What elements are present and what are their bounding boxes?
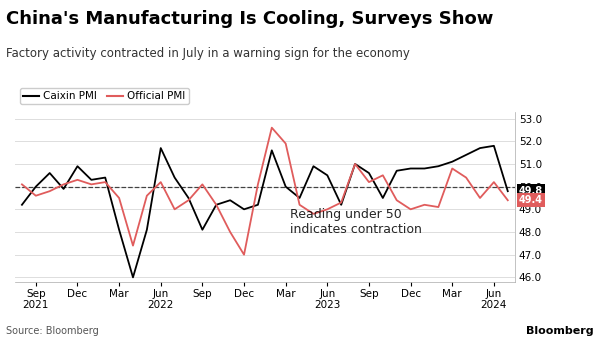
- Text: China's Manufacturing Is Cooling, Surveys Show: China's Manufacturing Is Cooling, Survey…: [6, 10, 493, 28]
- Text: Factory activity contracted in July in a warning sign for the economy: Factory activity contracted in July in a…: [6, 47, 410, 60]
- Text: Source: Bloomberg: Source: Bloomberg: [6, 326, 99, 336]
- Text: 49.8: 49.8: [519, 186, 543, 196]
- Text: 49.4: 49.4: [519, 195, 543, 205]
- Text: Reading under 50
indicates contraction: Reading under 50 indicates contraction: [290, 208, 422, 236]
- Legend: Caixin PMI, Official PMI: Caixin PMI, Official PMI: [20, 88, 188, 104]
- Text: Bloomberg: Bloomberg: [526, 326, 594, 336]
